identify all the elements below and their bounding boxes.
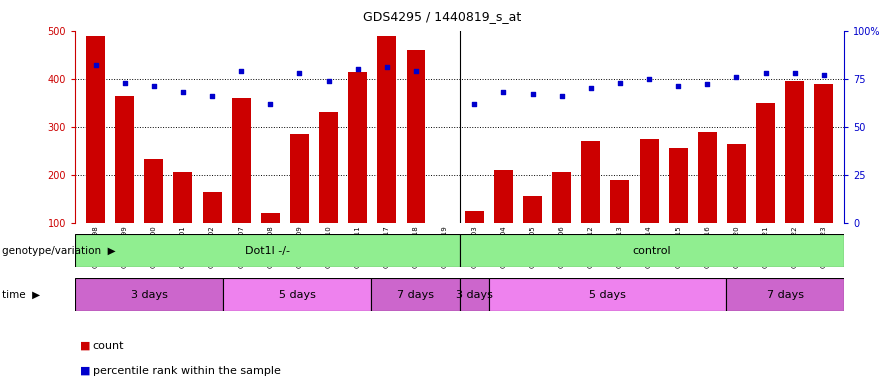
Point — [642, 76, 656, 82]
Point — [758, 70, 773, 76]
Bar — [232, 98, 251, 223]
Text: 5 days: 5 days — [589, 290, 626, 300]
Text: Dot1l -/-: Dot1l -/- — [245, 245, 290, 256]
Text: 5 days: 5 days — [278, 290, 316, 300]
Bar — [523, 196, 542, 223]
Point — [525, 91, 539, 97]
Bar — [611, 180, 629, 223]
Point — [147, 83, 161, 89]
Text: percentile rank within the sample: percentile rank within the sample — [93, 366, 281, 376]
Bar — [552, 172, 571, 223]
Bar — [371, 278, 460, 311]
Point — [409, 68, 423, 74]
Bar — [86, 36, 105, 223]
Text: count: count — [93, 341, 125, 351]
Point — [380, 64, 394, 70]
Point — [351, 66, 365, 72]
Bar — [756, 103, 775, 223]
Text: ■: ■ — [80, 341, 90, 351]
Point — [671, 83, 685, 89]
Bar — [727, 144, 746, 223]
Point — [263, 101, 278, 107]
Point — [613, 79, 627, 86]
Point — [322, 78, 336, 84]
Text: genotype/variation  ▶: genotype/variation ▶ — [2, 245, 116, 256]
Bar — [75, 278, 223, 311]
Bar — [407, 50, 425, 223]
Point — [234, 68, 248, 74]
Point — [817, 72, 831, 78]
Bar — [348, 71, 367, 223]
Point — [554, 93, 568, 99]
Bar — [814, 84, 834, 223]
Bar — [494, 170, 513, 223]
Text: 7 days: 7 days — [397, 290, 434, 300]
Text: time  ▶: time ▶ — [2, 290, 40, 300]
Text: ■: ■ — [80, 366, 90, 376]
Bar — [582, 141, 600, 223]
Text: 3 days: 3 days — [456, 290, 493, 300]
Bar — [223, 278, 371, 311]
Point — [118, 79, 132, 86]
Bar — [319, 113, 338, 223]
Bar — [460, 278, 489, 311]
Bar — [465, 211, 484, 223]
Bar — [785, 81, 804, 223]
Bar — [668, 148, 688, 223]
Bar — [377, 36, 396, 223]
Point — [176, 89, 190, 95]
Bar — [460, 234, 844, 267]
Text: control: control — [633, 245, 671, 256]
Point — [700, 81, 714, 88]
Bar — [202, 192, 222, 223]
Point — [583, 85, 598, 91]
Bar — [639, 139, 659, 223]
Bar — [290, 134, 309, 223]
Point — [467, 101, 481, 107]
Bar — [173, 172, 193, 223]
Bar — [489, 278, 726, 311]
Text: 7 days: 7 days — [766, 290, 804, 300]
Bar — [726, 278, 844, 311]
Text: GDS4295 / 1440819_s_at: GDS4295 / 1440819_s_at — [362, 10, 522, 23]
Bar — [115, 96, 134, 223]
Point — [88, 62, 103, 68]
Point — [788, 70, 802, 76]
Point — [293, 70, 307, 76]
Point — [205, 93, 219, 99]
Point — [729, 74, 743, 80]
Point — [496, 89, 510, 95]
Bar — [144, 159, 164, 223]
Bar — [261, 213, 280, 223]
Text: 3 days: 3 days — [131, 290, 168, 300]
Bar — [75, 234, 460, 267]
Bar — [697, 131, 717, 223]
